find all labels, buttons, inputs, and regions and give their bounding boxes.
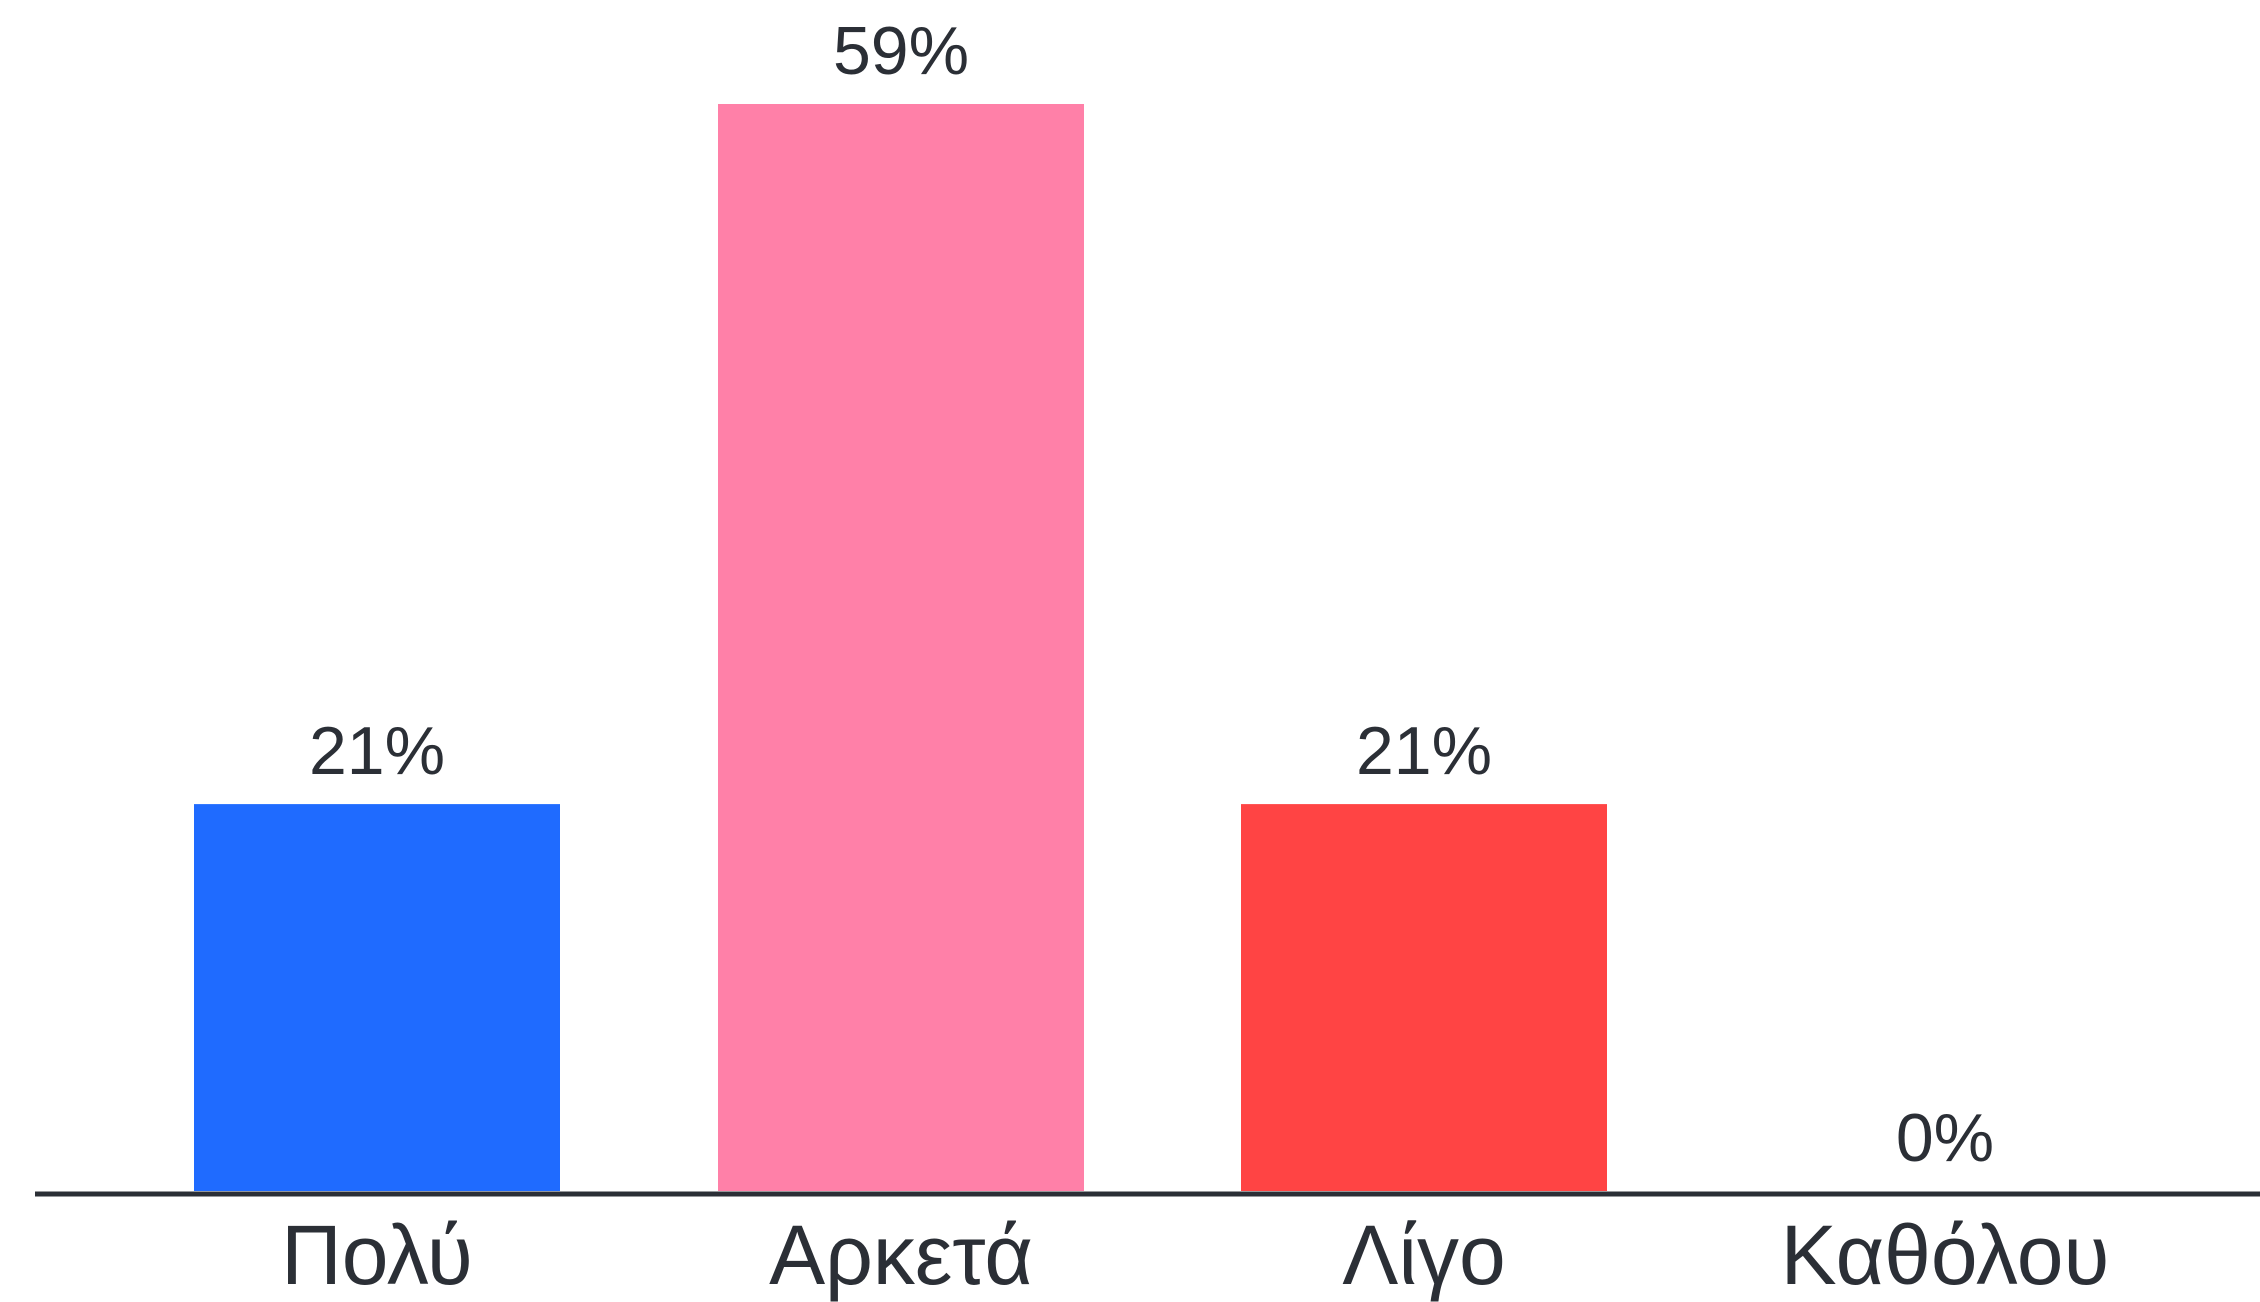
value-label: 21% — [309, 713, 445, 789]
value-label: 59% — [833, 13, 969, 89]
category-label: Καθόλου — [1781, 1208, 2110, 1302]
category-label: Πολύ — [281, 1208, 473, 1302]
category-label: Αρκετά — [769, 1208, 1033, 1302]
value-label: 0% — [1896, 1100, 1994, 1176]
bar — [1241, 804, 1607, 1191]
category-label: Λίγο — [1342, 1208, 1506, 1302]
bar — [194, 804, 560, 1191]
bar — [718, 104, 1084, 1191]
value-label: 21% — [1356, 713, 1492, 789]
